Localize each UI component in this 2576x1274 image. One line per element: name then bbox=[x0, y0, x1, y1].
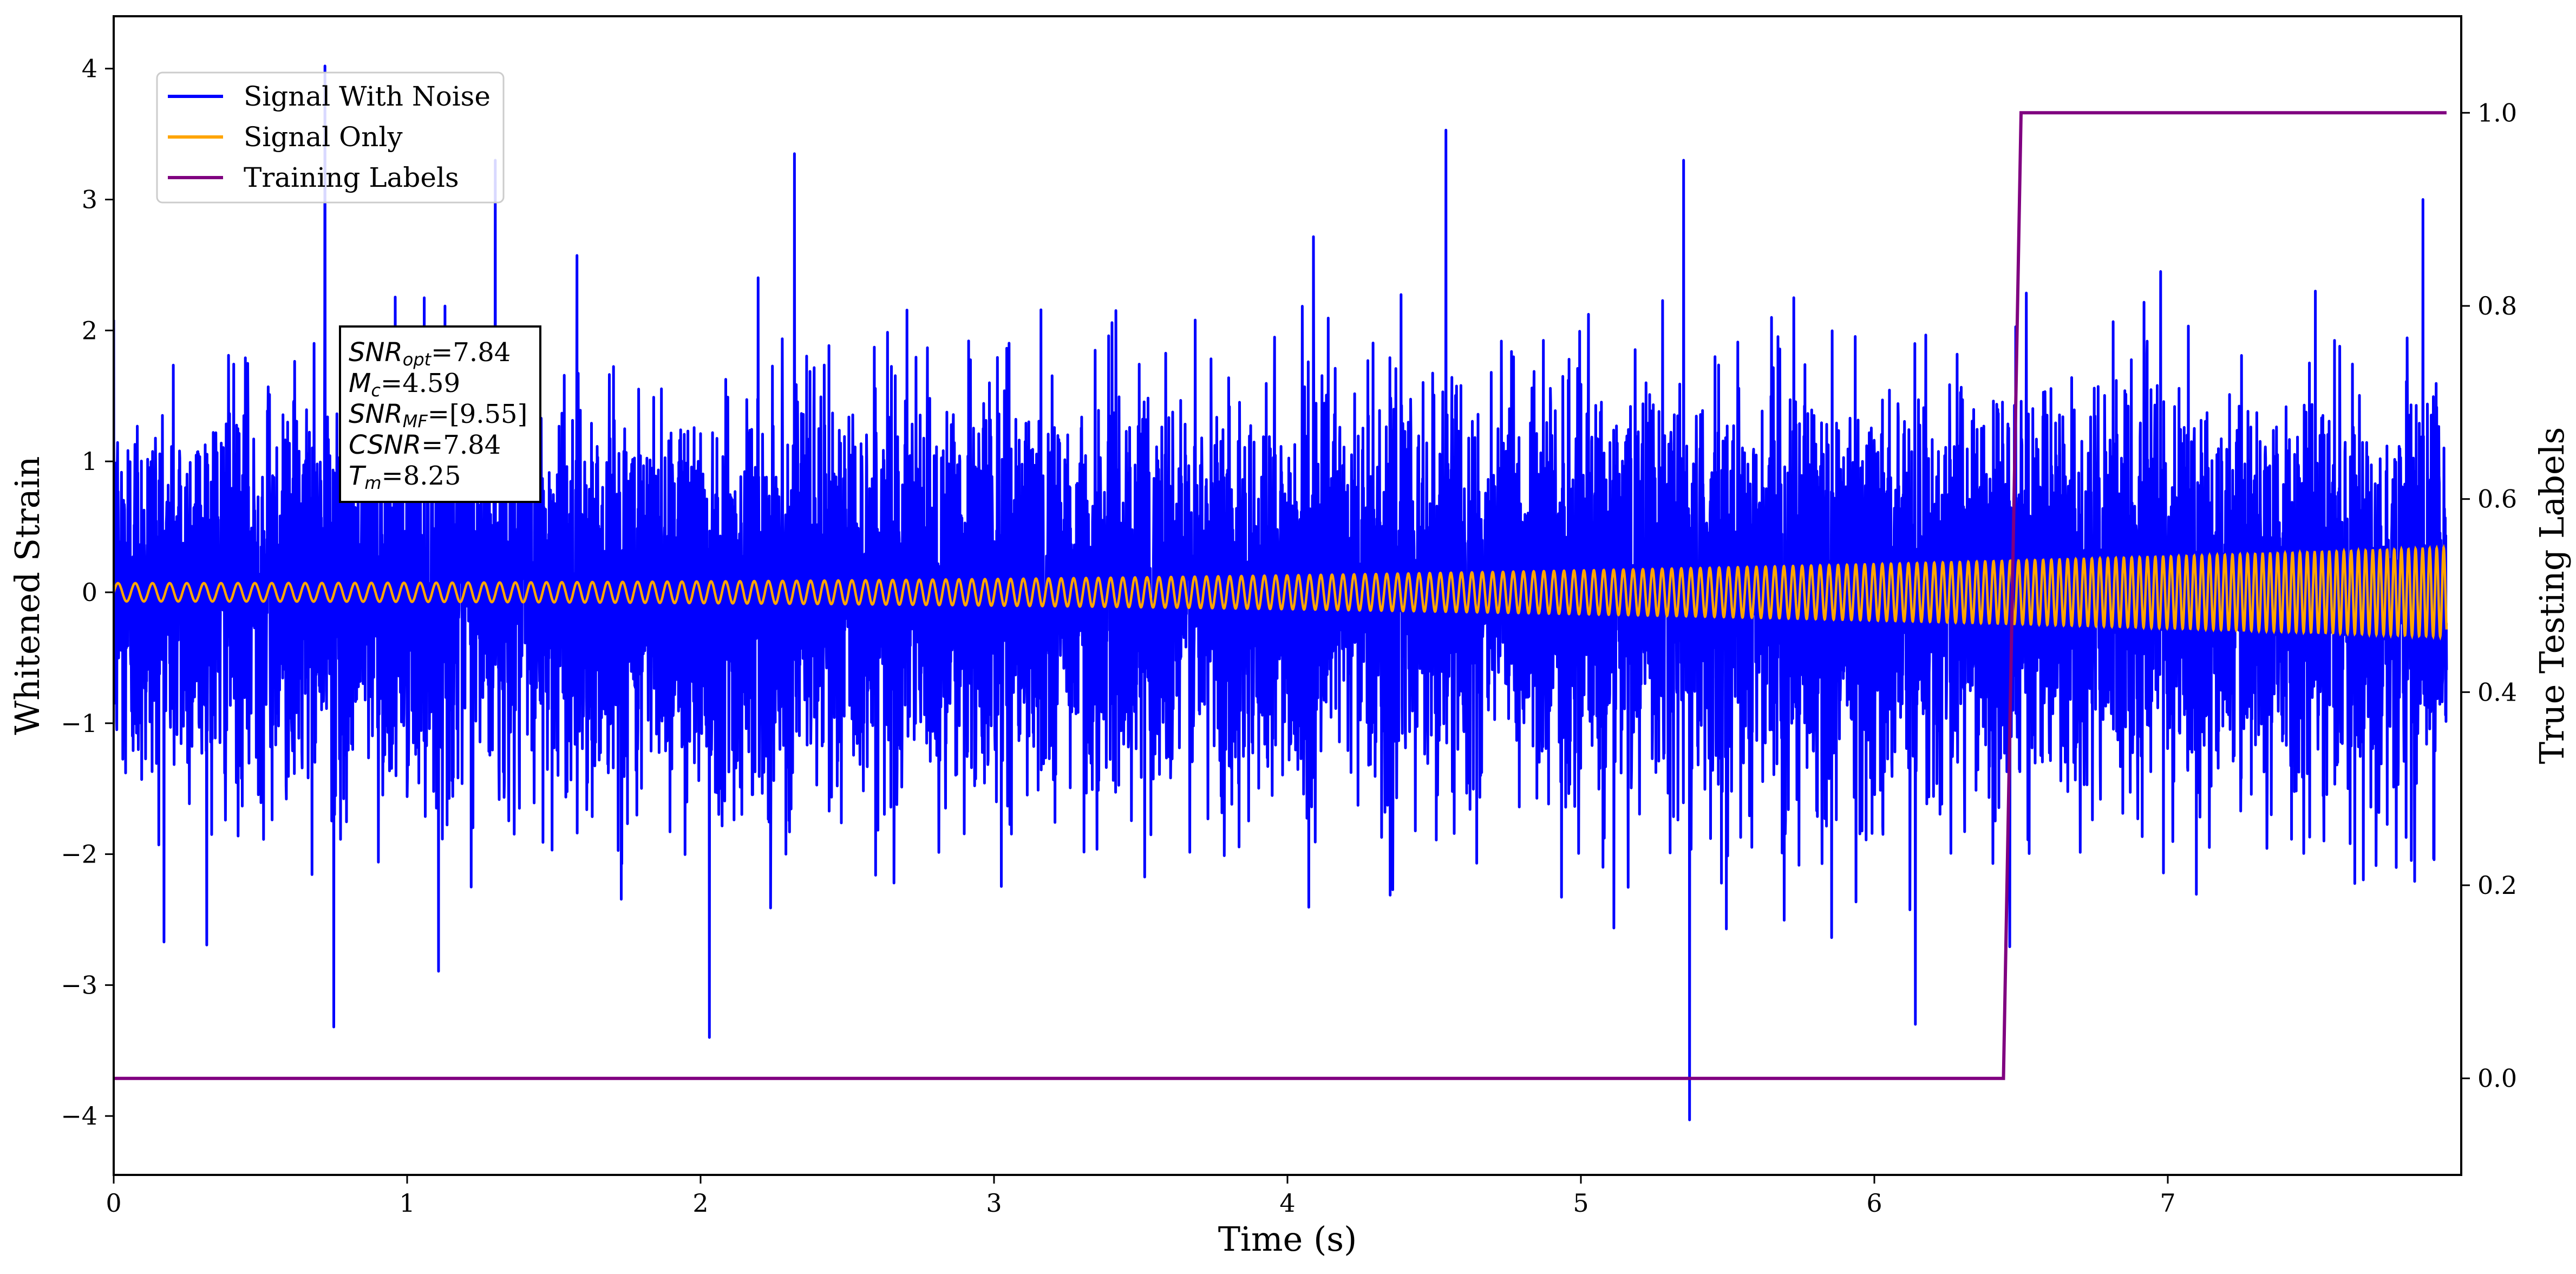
x-tick-label: 7 bbox=[2160, 1188, 2175, 1218]
x-tick-label: 4 bbox=[1279, 1188, 1295, 1218]
legend-label-signal-with-noise: Signal With Noise bbox=[244, 81, 491, 112]
y-right-tick-label: 0.4 bbox=[2477, 677, 2517, 707]
x-tick-label: 1 bbox=[399, 1188, 415, 1218]
annotation-csnr: CSNR=7.84 bbox=[349, 430, 501, 460]
x-tick-label: 3 bbox=[986, 1188, 1002, 1218]
series-signal-only bbox=[114, 544, 2448, 641]
y-right-tick-label: 0.2 bbox=[2477, 871, 2517, 900]
y-right-tick-label: 0.8 bbox=[2477, 291, 2517, 321]
annotation-mc: Mc=4.59 bbox=[349, 368, 461, 401]
y-left-tick-label: 3 bbox=[82, 185, 97, 214]
legend-frame bbox=[156, 71, 505, 204]
y-left-tick-label: 1 bbox=[82, 447, 97, 476]
y-right-tick-label: 1.0 bbox=[2477, 98, 2517, 127]
series-training-labels bbox=[114, 111, 2447, 1080]
annotation-snr-mf: SNRMF=[9.55] bbox=[349, 399, 528, 432]
annotation-tm: Tm=8.25 bbox=[349, 461, 461, 493]
y-right-tick-label: 0.6 bbox=[2477, 485, 2517, 514]
y-axis-right-label: True Testing Labels bbox=[2532, 427, 2572, 765]
x-tick-label: 2 bbox=[692, 1188, 708, 1218]
legend-label-training-labels: Training Labels bbox=[244, 162, 459, 193]
y-left-tick-label: −4 bbox=[61, 1101, 97, 1131]
annotation-snr-opt: SNRopt=7.84 bbox=[349, 337, 511, 370]
x-axis-label: Time (s) bbox=[1218, 1219, 1357, 1259]
x-tick-label: 6 bbox=[1866, 1188, 1882, 1218]
series-signal-with-noise bbox=[114, 64, 2448, 1121]
x-tick-label: 0 bbox=[106, 1188, 121, 1218]
annotation-box: SNRopt=7.84 Mc=4.59 SNRMF=[9.55] CSNR=7.… bbox=[339, 325, 541, 503]
legend-label-signal-only: Signal Only bbox=[244, 121, 403, 153]
y-left-tick-label: 4 bbox=[82, 54, 97, 83]
y-left-tick-label: 2 bbox=[82, 316, 97, 345]
y-left-tick-label: −1 bbox=[61, 709, 97, 738]
y-right-tick-label: 0.0 bbox=[2477, 1064, 2517, 1093]
y-axis-left: −4 −3 −2 −1 0 1 2 3 4 bbox=[61, 54, 114, 1131]
y-axis-right: 0.0 0.2 0.4 0.6 0.8 1.0 bbox=[2461, 98, 2517, 1093]
y-left-tick-label: −2 bbox=[61, 840, 97, 869]
y-left-tick-label: 0 bbox=[82, 578, 97, 607]
x-axis: 0 1 2 3 4 5 6 7 bbox=[106, 1175, 2176, 1218]
x-tick-label: 5 bbox=[1573, 1188, 1588, 1218]
y-left-tick-label: −3 bbox=[61, 970, 97, 999]
legend: Signal With Noise Signal Only Training L… bbox=[156, 71, 505, 204]
y-axis-left-label: Whitened Strain bbox=[8, 456, 47, 735]
